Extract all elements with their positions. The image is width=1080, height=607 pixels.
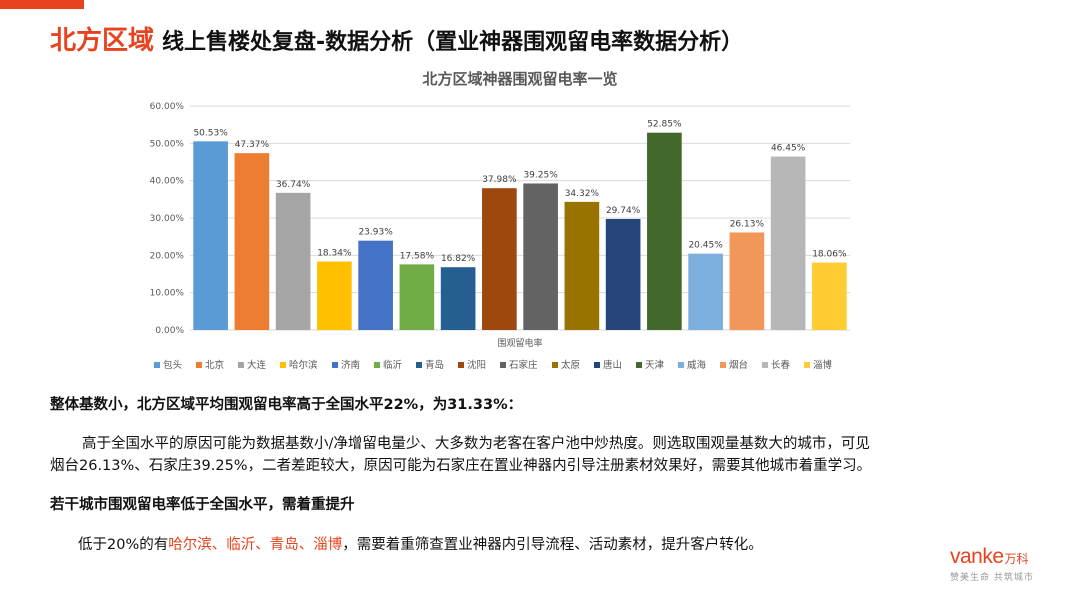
legend-swatch bbox=[280, 362, 286, 368]
y-tick-label: 20.00% bbox=[150, 251, 185, 261]
bar-青岛 bbox=[440, 267, 476, 330]
legend-swatch bbox=[500, 362, 506, 368]
bar-济南 bbox=[358, 240, 393, 330]
page-title-region: 北方区域 bbox=[50, 26, 155, 56]
chart-canvas: 北方区域神器围观留电率一览 0.00% 10.00% 20.00% 30.00% 40.0… bbox=[150, 70, 850, 371]
bar-chart: 北方区域神器围观留电率一览 0.00% 10.00% 20.00% 30.00% 40.0… bbox=[130, 58, 870, 380]
data-label: 18.34% bbox=[317, 249, 352, 259]
bar-太原 bbox=[564, 201, 600, 330]
legend-swatch bbox=[804, 362, 810, 368]
vanke-logo: vanke万科 赞美生命 共筑城市 bbox=[950, 545, 1034, 583]
data-label: 46.45% bbox=[771, 144, 806, 154]
legend-label: 包头 bbox=[163, 359, 182, 371]
legend-label: 唐山 bbox=[603, 359, 622, 371]
legend-label: 太原 bbox=[561, 359, 580, 371]
legend-swatch bbox=[196, 362, 202, 368]
y-tick-label: 0.00% bbox=[155, 326, 184, 336]
summary-heading-2: 若干城市围观留电率低于全国水平，需着重提升 bbox=[50, 497, 355, 513]
legend-label: 天津 bbox=[645, 360, 665, 371]
bar-沈阳 bbox=[482, 188, 517, 330]
legend-swatch bbox=[636, 362, 642, 368]
legend-label: 长春 bbox=[771, 359, 791, 371]
bar-包头 bbox=[193, 141, 228, 330]
data-label: 29.74% bbox=[606, 206, 641, 216]
legend-label: 烟台 bbox=[729, 359, 748, 371]
bar-烟台 bbox=[729, 232, 765, 330]
legend-label: 沈阳 bbox=[467, 359, 486, 371]
bar-唐山 bbox=[605, 218, 641, 330]
page-title-main: 线上售楼处复盘-数据分析（置业神器围观留电率数据分析） bbox=[162, 30, 744, 55]
legend-swatch bbox=[720, 362, 726, 368]
summary-para-2: 低于20%的有哈尔滨、临沂、青岛、淄博，需要着重筛查置业神器内引导流程、活动素材… bbox=[78, 534, 1038, 556]
data-label: 34.32% bbox=[565, 189, 600, 199]
summary-para-2-prefix: 低于20%的有 bbox=[78, 537, 169, 553]
legend-swatch bbox=[678, 362, 684, 368]
legend-swatch bbox=[762, 362, 768, 368]
bar-北京 bbox=[234, 153, 270, 330]
legend-label: 石家庄 bbox=[509, 359, 538, 371]
y-tick-label: 60.00% bbox=[150, 102, 185, 112]
data-label: 18.06% bbox=[812, 250, 847, 260]
legend-swatch bbox=[458, 362, 464, 368]
data-label: 23.93% bbox=[358, 228, 393, 238]
bar-淄博 bbox=[812, 262, 847, 330]
legend-label: 临沂 bbox=[383, 359, 403, 371]
logo-text: vanke bbox=[950, 545, 1004, 568]
x-axis-label: 围观留电率 bbox=[497, 337, 542, 349]
bar-临沂 bbox=[399, 264, 435, 330]
bar-大连 bbox=[275, 192, 311, 330]
logo-cn: 万科 bbox=[1004, 552, 1029, 566]
legend-swatch bbox=[238, 362, 244, 368]
bar-长春 bbox=[770, 156, 806, 330]
data-label: 39.25% bbox=[523, 170, 558, 180]
page-title: 北方区域 线上售楼处复盘-数据分析（置业神器围观留电率数据分析） bbox=[50, 20, 743, 57]
data-label: 26.13% bbox=[730, 219, 765, 229]
summary-para-2-suffix: ，需要着重筛查置业神器内引导流程、活动素材，提升客户转化。 bbox=[342, 537, 763, 553]
legend-swatch bbox=[552, 362, 558, 368]
legend-label: 淄博 bbox=[813, 359, 833, 371]
legend-swatch bbox=[594, 362, 600, 368]
data-label: 47.37% bbox=[235, 140, 270, 150]
legend-label: 威海 bbox=[687, 359, 707, 371]
bar-哈尔滨 bbox=[317, 261, 352, 330]
legend-label: 济南 bbox=[341, 359, 360, 371]
logo-slogan: 赞美生命 共筑城市 bbox=[950, 573, 1034, 583]
legend-label: 大连 bbox=[247, 359, 267, 371]
y-tick-label: 30.00% bbox=[150, 214, 185, 224]
corner-accent bbox=[0, 0, 84, 9]
bar-天津 bbox=[647, 132, 682, 330]
legend-swatch bbox=[332, 362, 338, 368]
legend-swatch bbox=[416, 362, 422, 368]
data-label: 50.53% bbox=[193, 128, 228, 138]
data-label: 16.82% bbox=[441, 254, 476, 264]
y-tick-label: 10.00% bbox=[150, 289, 185, 299]
data-label: 17.58% bbox=[400, 251, 435, 261]
legend-label: 哈尔滨 bbox=[289, 359, 318, 371]
summary-para-1-line-2: 烟台26.13%、石家庄39.25%，二者差距较大，原因可能为石家庄在置业神器内… bbox=[50, 458, 872, 474]
summary-heading-1: 整体基数小，北方区域平均围观留电率高于全国水平22%，为31.33%： bbox=[50, 397, 523, 413]
data-label: 52.85% bbox=[647, 120, 682, 130]
legend-label: 青岛 bbox=[425, 359, 444, 371]
legend-label: 北京 bbox=[205, 359, 224, 371]
chart-title: 北方区域神器围观留电率一览 bbox=[422, 70, 617, 88]
summary-para-1-line-1: 高于全国水平的原因可能为数据基数小/净增留电量少、大多数为老客在客户池中炒热度。… bbox=[82, 436, 870, 452]
low-rate-cities: 哈尔滨、临沂、青岛、淄博 bbox=[168, 537, 343, 553]
bar-威海 bbox=[688, 253, 723, 330]
y-tick-label: 40.00% bbox=[150, 177, 185, 187]
data-label: 20.45% bbox=[688, 241, 723, 251]
legend-swatch bbox=[374, 362, 380, 368]
bar-石家庄 bbox=[523, 183, 558, 330]
legend-swatch bbox=[154, 362, 160, 368]
y-tick-label: 50.00% bbox=[150, 139, 185, 149]
data-label: 36.74% bbox=[276, 180, 311, 190]
data-label: 37.98% bbox=[482, 175, 517, 185]
